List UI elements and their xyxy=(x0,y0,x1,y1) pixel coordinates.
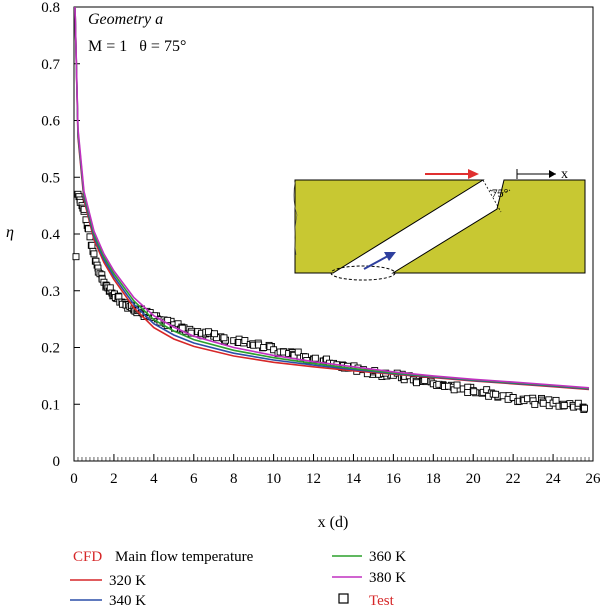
y-tick-label: 0.6 xyxy=(41,114,60,130)
x-tick-label: 18 xyxy=(426,471,441,487)
inset-hole-wall-left xyxy=(293,181,298,256)
test-point xyxy=(464,389,472,396)
inset-angle-arc xyxy=(489,189,511,194)
x-axis-label: x (d) xyxy=(318,514,349,531)
x-tick-label: 24 xyxy=(546,471,562,487)
x-axis: 0 2 4 6 8 10 12 14 16 18 20 22 24 26 xyxy=(70,454,600,487)
inset-coolant-arrowhead xyxy=(384,252,396,261)
x-tick-label: 0 xyxy=(70,471,78,487)
x-tick-label: 4 xyxy=(150,471,158,487)
y-tick-label: 0.3 xyxy=(41,284,60,300)
test-point xyxy=(90,250,98,258)
cfd-series-lines xyxy=(74,6,590,391)
legend-label-test: Test xyxy=(369,593,395,607)
x-tick-label: 26 xyxy=(586,471,600,487)
legend-label-360k: 360 K xyxy=(369,549,406,565)
inset-x-label: x xyxy=(561,167,568,182)
series-line-380k xyxy=(74,6,590,389)
y-tick-label: 0.8 xyxy=(41,0,60,16)
legend-label-380k: 380 K xyxy=(369,570,406,586)
y-axis: 0 0.1 0.2 0.3 0.4 0.5 0.6 0.7 0.8 xyxy=(41,0,80,470)
x-tick-label: 10 xyxy=(266,471,281,487)
test-point xyxy=(574,399,582,407)
y-tick-label: 0 xyxy=(53,454,61,470)
y-tick-label: 0.5 xyxy=(41,170,60,186)
test-point xyxy=(241,337,249,344)
test-point xyxy=(88,241,96,249)
test-point xyxy=(453,381,461,389)
legend-label-340k: 340 K xyxy=(109,593,146,607)
inset-angle-label: 75° xyxy=(492,186,509,200)
x-tick-label: 2 xyxy=(110,471,118,487)
inset-x-axis-arrowhead xyxy=(549,170,556,178)
legend-cfd-label: CFD xyxy=(73,549,102,565)
inset-mainflow-arrowhead xyxy=(468,169,479,179)
x-tick-label: 8 xyxy=(230,471,238,487)
inset-plate-right xyxy=(391,179,586,274)
inset-hole-inlet xyxy=(330,265,396,281)
test-point xyxy=(531,400,539,408)
test-outlier-point xyxy=(72,253,80,261)
legend-label-320k: 320 K xyxy=(109,573,146,589)
x-minor-ticks xyxy=(73,457,594,461)
test-point xyxy=(581,404,588,412)
params-annotation: M = 1 θ = 75° xyxy=(88,38,186,55)
test-point xyxy=(470,388,478,396)
test-point xyxy=(560,402,568,410)
test-point xyxy=(552,396,560,404)
legend-test-marker xyxy=(338,593,349,604)
x-tick-label: 12 xyxy=(306,471,321,487)
film-hole-inset: 75° x xyxy=(293,167,586,281)
x-tick-label: 20 xyxy=(466,471,481,487)
y-tick-label: 0.2 xyxy=(41,341,60,357)
legend: CFD Main flow temperature 320 K 340 K 36… xyxy=(70,549,406,607)
y-tick-label: 0.4 xyxy=(41,227,60,243)
legend-title: Main flow temperature xyxy=(115,549,254,565)
x-tick-label: 22 xyxy=(506,471,521,487)
y-tick-label: 0.1 xyxy=(41,397,60,413)
test-point xyxy=(421,376,429,384)
x-tick-label: 16 xyxy=(386,471,402,487)
test-point xyxy=(492,390,500,398)
y-tick-label: 0.7 xyxy=(41,57,60,73)
test-point xyxy=(413,379,420,387)
test-point xyxy=(220,334,228,342)
x-tick-label: 6 xyxy=(190,471,198,487)
x-tick-label: 14 xyxy=(346,471,362,487)
y-axis-label: η xyxy=(6,224,14,241)
geometry-annotation: Geometry a xyxy=(88,11,163,28)
test-point xyxy=(270,346,278,354)
test-point xyxy=(311,354,319,362)
inset-coolant-arrow xyxy=(363,255,389,270)
test-point xyxy=(539,399,547,407)
test-point xyxy=(509,394,517,401)
test-point xyxy=(211,330,218,338)
